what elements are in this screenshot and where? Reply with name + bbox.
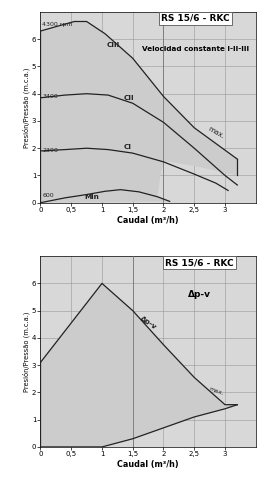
- Text: Δp-v: Δp-v: [139, 315, 158, 331]
- Text: max.: max.: [208, 386, 224, 396]
- Text: RS 15/6 - RKC: RS 15/6 - RKC: [161, 14, 230, 23]
- Text: CII: CII: [123, 95, 134, 101]
- Text: max.: max.: [206, 126, 225, 141]
- Text: Min: Min: [85, 194, 100, 200]
- X-axis label: Caudal (m³/h): Caudal (m³/h): [117, 460, 179, 469]
- Text: 600: 600: [42, 194, 54, 198]
- Text: 3400: 3400: [42, 94, 58, 99]
- Polygon shape: [40, 22, 237, 203]
- Text: CI: CI: [123, 144, 132, 150]
- Y-axis label: Presión/Pressão (m.c.a.): Presión/Pressão (m.c.a.): [23, 311, 30, 392]
- X-axis label: Caudal (m³/h): Caudal (m³/h): [117, 216, 179, 225]
- Text: 2390: 2390: [42, 149, 58, 153]
- Text: CIII: CIII: [107, 42, 120, 48]
- Text: Velocidad constante I-II-III: Velocidad constante I-II-III: [142, 46, 249, 52]
- Text: 4300 rpm: 4300 rpm: [42, 22, 73, 27]
- Polygon shape: [40, 283, 237, 447]
- Text: Δp-v: Δp-v: [188, 291, 211, 300]
- Y-axis label: Presión/Pressão (m.c.a.): Presión/Pressão (m.c.a.): [23, 67, 30, 148]
- Text: RS 15/6 - RKC: RS 15/6 - RKC: [165, 258, 234, 267]
